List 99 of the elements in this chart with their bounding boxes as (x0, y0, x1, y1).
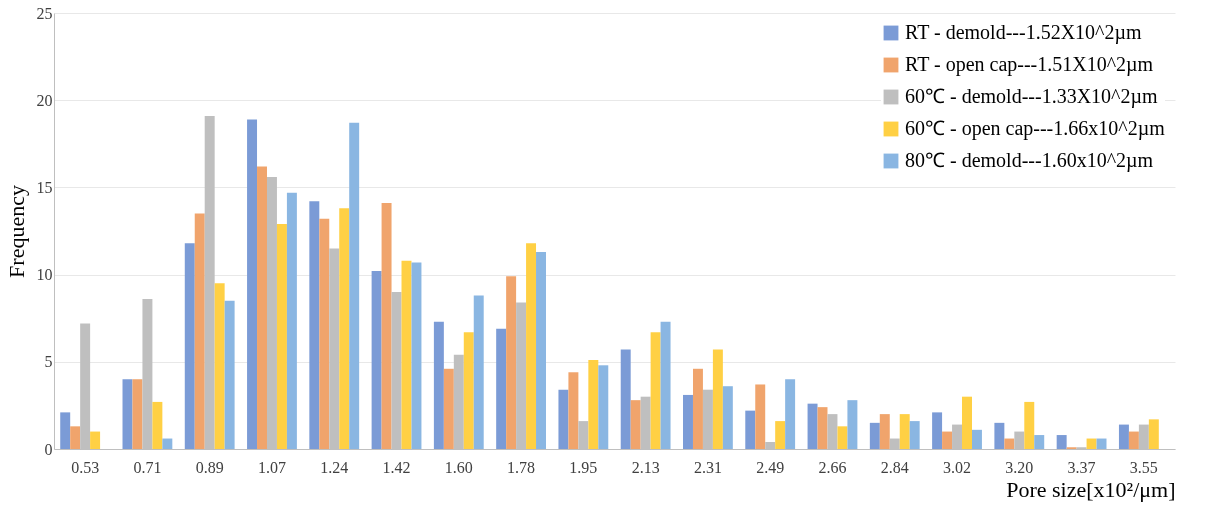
bar (620, 349, 631, 449)
bar (224, 300, 235, 449)
x-axis-title: Pore size[x10²/μm] (1006, 476, 1176, 502)
bar (692, 368, 703, 449)
x-tick-label: 2.13 (631, 458, 660, 476)
bar (962, 396, 972, 449)
bar (994, 422, 1005, 449)
bar (847, 400, 858, 449)
x-tick-label: 2.84 (880, 458, 909, 476)
y-tick-label: 0 (44, 440, 53, 458)
bar (401, 260, 412, 449)
x-tick-label: 1.78 (507, 458, 536, 476)
bar (650, 332, 661, 449)
bar (1056, 435, 1067, 449)
bar (473, 295, 484, 449)
bar (70, 426, 81, 449)
bar (1086, 438, 1097, 449)
bar (722, 386, 733, 449)
bar (1118, 424, 1129, 449)
y-axis-title: Frequency (3, 185, 29, 278)
y-tick-label: 10 (36, 266, 53, 284)
x-tick-label: 1.95 (569, 458, 598, 476)
x-tick-label: 3.02 (943, 458, 972, 476)
legend-label: RT - demold---1.52X10^2µm (905, 21, 1142, 44)
bar (349, 122, 360, 449)
bar (536, 251, 546, 449)
bar (899, 414, 910, 449)
bar (745, 410, 756, 449)
x-tick-label: 0.53 (71, 458, 100, 476)
bar (381, 203, 392, 449)
bar (909, 421, 920, 449)
bar (152, 401, 163, 449)
bar (1024, 401, 1035, 449)
bar (683, 394, 693, 449)
bar (660, 321, 671, 449)
bar (319, 218, 330, 449)
y-tick-label: 5 (44, 353, 53, 371)
x-tick-label: 0.89 (195, 458, 224, 476)
bar (1128, 431, 1139, 449)
bar (785, 379, 796, 449)
y-tick-label: 20 (36, 91, 53, 109)
bar (496, 328, 507, 449)
x-tick-label: 3.37 (1067, 458, 1096, 476)
bar (1148, 419, 1159, 449)
bar (558, 389, 569, 449)
bar (775, 421, 786, 449)
bar (257, 166, 267, 449)
x-tick-label: 1.60 (444, 458, 473, 476)
bar (463, 332, 474, 449)
bar (869, 422, 880, 449)
bar (630, 400, 641, 449)
legend-label: 80℃ - demold---1.60x10^2µm (905, 149, 1154, 172)
bar (1004, 438, 1015, 449)
bar (837, 426, 848, 449)
bar (60, 412, 71, 449)
bar (506, 276, 517, 449)
legend-label: RT - open cap---1.51X10^2µm (905, 53, 1154, 76)
bar (339, 208, 350, 449)
y-tick-label: 15 (36, 178, 53, 196)
bar (247, 119, 258, 449)
x-tick-label: 3.20 (1005, 458, 1034, 476)
bar (568, 372, 579, 449)
bar (286, 192, 297, 449)
bar (971, 429, 982, 449)
bar (433, 321, 444, 449)
bar (807, 403, 818, 449)
y-tick-label: 25 (36, 4, 53, 22)
bar (712, 349, 723, 449)
x-tick-label: 2.66 (818, 458, 847, 476)
bar (132, 379, 143, 449)
bar (162, 438, 173, 449)
x-tick-label: 1.24 (320, 458, 349, 476)
bar (932, 412, 943, 449)
bar (214, 283, 225, 449)
x-tick-label: 3.55 (1129, 458, 1158, 476)
bar (276, 224, 287, 449)
bar (122, 379, 133, 449)
bar (371, 271, 382, 449)
bar (817, 407, 828, 449)
x-tick-label: 1.07 (257, 458, 286, 476)
x-tick-label: 2.49 (756, 458, 785, 476)
bar (443, 368, 454, 449)
x-tick-label: 2.31 (693, 458, 722, 476)
legend-label: 60℃ - open cap---1.66x10^2µm (905, 117, 1166, 140)
bar (942, 431, 953, 449)
bar (90, 431, 101, 449)
bar (598, 365, 609, 449)
bar (194, 213, 205, 449)
x-tick-label: 1.42 (382, 458, 411, 476)
bar (309, 201, 320, 449)
bar (879, 414, 890, 449)
bar (526, 243, 537, 449)
legend-label: 60℃ - demold---1.33X10^2µm (905, 85, 1158, 108)
x-tick-label: 0.71 (133, 458, 162, 476)
bar (755, 384, 766, 449)
bar (184, 243, 195, 449)
bar (1034, 435, 1045, 449)
bar (588, 360, 599, 449)
bar (411, 262, 422, 449)
